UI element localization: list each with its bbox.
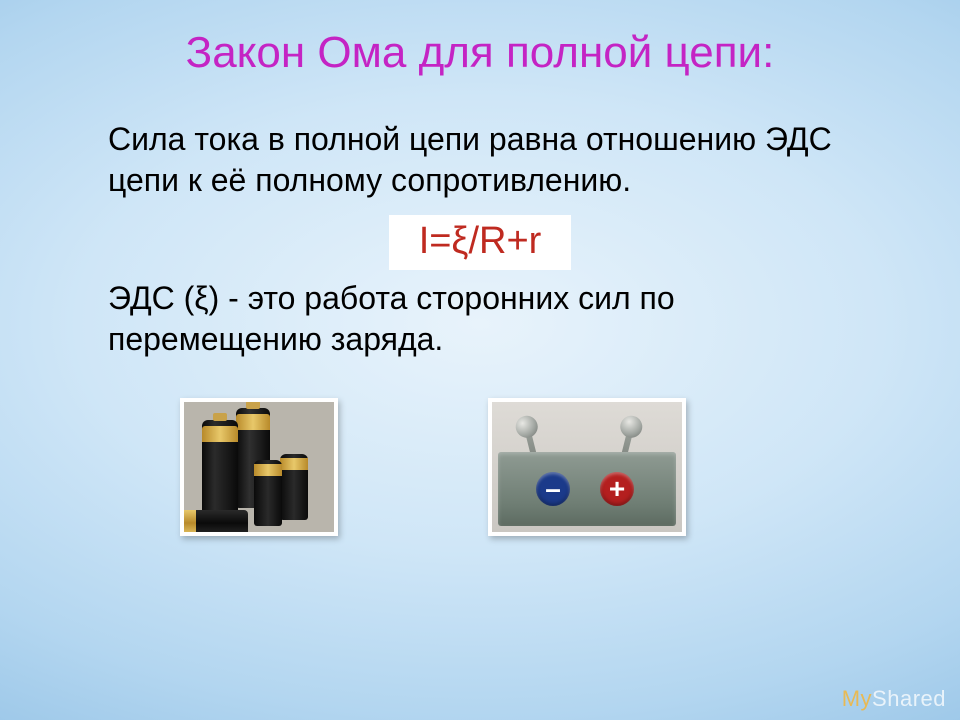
slide: Закон Ома для полной цепи: Сила тока в п…	[0, 0, 960, 720]
paragraph-definition: Сила тока в полной цепи равна отношению …	[108, 119, 880, 201]
formula-container: I=ξ/R+r	[60, 215, 900, 271]
battery-icon	[184, 510, 248, 532]
paragraph-emf: ЭДС (ξ) - это работа сторонних сил по пе…	[108, 278, 880, 360]
electrostatic-machine-photo: – +	[492, 402, 682, 532]
images-row: – +	[180, 398, 900, 536]
slide-title: Закон Ома для полной цепи:	[60, 28, 900, 79]
watermark-suffix: Shared	[872, 686, 946, 711]
watermark-prefix: My	[842, 686, 872, 711]
battery-icon	[280, 454, 308, 520]
image-frame-right: – +	[488, 398, 686, 536]
watermark: MyShared	[842, 686, 946, 712]
plus-sign-icon: +	[600, 472, 634, 506]
battery-icon	[254, 460, 282, 526]
machine-base	[498, 452, 676, 526]
image-frame-left	[180, 398, 338, 536]
batteries-photo	[184, 402, 334, 532]
battery-icon	[202, 420, 238, 522]
formula: I=ξ/R+r	[389, 215, 572, 271]
minus-sign-icon: –	[536, 472, 570, 506]
